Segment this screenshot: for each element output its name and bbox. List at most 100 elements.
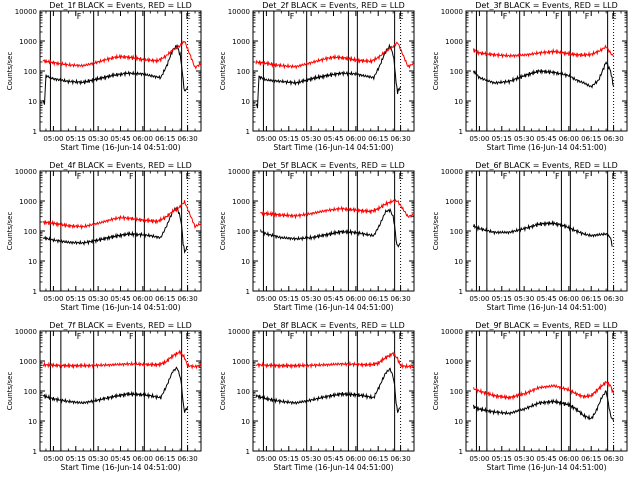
x-tick-label: 05:45 [110,295,130,303]
interval-marker-label: E [186,12,191,21]
x-tick-label: 05:15 [492,455,512,463]
events-series-line [42,366,189,413]
x-tick-label: 05:30 [301,455,321,463]
x-tick-label: 06:15 [581,135,601,143]
chart-panel-4: Det_4f BLACK = Events, RED = LLD 1 10 100 10… [6,161,202,312]
x-tick-label: 05:00 [256,295,276,303]
x-axis-label: Start Time (16-Jun-14 04:51:00) [487,463,607,472]
x-tick-label: 05:30 [88,135,108,143]
chart-title: Det_1f BLACK = Events, RED = LLD [49,1,192,10]
y-tick-label: 100 [24,388,37,396]
y-tick-label: 10 [454,98,463,106]
y-tick-label: 10000 [15,168,37,176]
y-tick-label: 1000 [19,38,37,46]
events-series-line [473,219,613,247]
y-tick-label: 1 [246,448,250,456]
x-tick-label: 05:45 [323,135,343,143]
events-series-line [473,61,615,89]
y-tick-label: 1000 [232,198,250,206]
x-tick-label: 05:30 [514,135,534,143]
x-tick-label: 05:30 [514,455,534,463]
x-tick-label: 06:00 [346,455,366,463]
events-series-line [255,43,402,109]
y-tick-label: 100 [237,68,250,76]
x-tick-label: 06:30 [177,135,197,143]
x-tick-label: 06:00 [559,455,579,463]
interval-marker-label: E [186,332,191,341]
x-tick-label: 06:30 [177,455,197,463]
x-tick-label: 05:15 [279,295,299,303]
x-tick-label: 06:15 [155,135,175,143]
x-tick-label: 05:30 [88,295,108,303]
y-tick-label: 1 [33,128,37,136]
lld-series-line [473,44,615,59]
y-tick-label: 10000 [441,168,463,176]
x-tick-label: 05:00 [43,455,63,463]
y-tick-label: 10000 [15,8,37,16]
x-tick-label: 05:00 [43,135,63,143]
x-tick-label: 05:00 [256,135,276,143]
x-tick-label: 05:15 [66,135,86,143]
y-tick-label: 10 [454,258,463,266]
x-tick-label: 05:45 [536,135,556,143]
x-tick-label: 05:45 [110,455,130,463]
y-axis-label: Counts/sec [6,372,14,411]
x-axis-label: Start Time (16-Jun-14 04:51:00) [274,143,394,152]
y-tick-label: 10000 [15,328,37,336]
x-tick-label: 05:00 [256,455,276,463]
x-tick-label: 06:30 [603,455,623,463]
y-axis-label: Counts/sec [432,212,440,251]
chart-panel-2: Det_2f BLACK = Events, RED = LLD 1 10 100 10… [219,1,415,152]
chart-panel-5: Det_5f BLACK = Events, RED = LLD 1 10 100 10… [219,161,415,312]
x-axis-label: Start Time (16-Jun-14 04:51:00) [487,143,607,152]
interval-marker-label: F [555,172,560,181]
y-tick-label: 1 [459,288,463,296]
x-axis-label: Start Time (16-Jun-14 04:51:00) [487,303,607,312]
chart-panel-6: Det_6f BLACK = Events, RED = LLD 1 10 100 10… [432,161,628,312]
lld-series-line [42,349,201,370]
plot-frame [252,10,415,132]
y-tick-label: 10 [28,98,37,106]
lld-series-line [255,351,414,370]
y-tick-label: 100 [24,228,37,236]
x-tick-label: 05:30 [88,455,108,463]
y-tick-label: 100 [237,228,250,236]
plot-area [42,331,201,451]
plot-area [473,171,615,291]
y-tick-label: 100 [450,228,463,236]
plot-frame [465,330,628,452]
x-tick-label: 06:30 [390,135,410,143]
y-tick-label: 100 [450,388,463,396]
events-series-line [255,367,402,413]
y-tick-label: 1000 [19,358,37,366]
y-axis-label: Counts/sec [219,212,227,251]
x-tick-label: 05:15 [279,135,299,143]
x-tick-label: 05:15 [66,455,86,463]
y-tick-label: 1 [246,288,250,296]
chart-title: Det_9f BLACK = Events, RED = LLD [475,321,618,330]
interval-marker-label: E [399,172,404,181]
y-tick-label: 10000 [441,328,463,336]
chart-panel-1: Det_1f BLACK = Events, RED = LLD 1 10 100 10… [6,1,202,152]
y-tick-label: 1 [33,448,37,456]
y-tick-label: 1000 [232,38,250,46]
plot-frame [39,10,202,132]
y-axis-label: Counts/sec [6,52,14,91]
chart-panel-8: Det_8f BLACK = Events, RED = LLD 1 10 100 10… [219,321,415,472]
interval-marker-label: F [503,172,508,181]
interval-marker-label: E [612,332,617,341]
x-tick-label: 06:30 [603,135,623,143]
chart-panel-9: Det_9f BLACK = Events, RED = LLD 1 10 100 10… [432,321,628,472]
x-tick-label: 05:00 [469,455,489,463]
events-series-line [473,390,615,422]
y-tick-label: 10 [28,258,37,266]
y-axis-label: Counts/sec [432,52,440,91]
x-tick-label: 05:30 [301,295,321,303]
x-tick-label: 06:30 [177,295,197,303]
interval-marker-label: F [585,172,590,181]
y-axis-label: Counts/sec [219,372,227,411]
y-axis-label: Counts/sec [432,372,440,411]
x-tick-label: 05:45 [323,295,343,303]
x-tick-label: 06:15 [581,295,601,303]
